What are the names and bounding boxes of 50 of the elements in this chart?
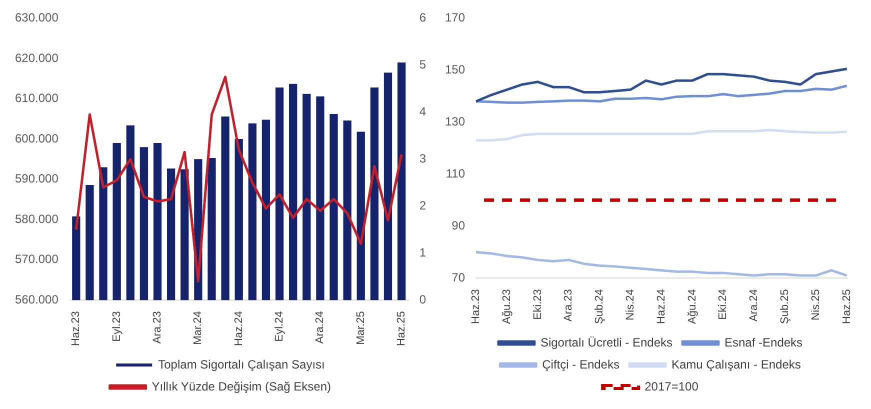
- legend-label: Çiftçi - Endeks: [542, 357, 620, 372]
- legend-label: Esnaf -Endeks: [724, 335, 803, 350]
- y-tick-label: 110: [446, 166, 466, 180]
- y-tick-label: 570.000: [14, 252, 59, 266]
- y2-tick-label: 1: [419, 245, 426, 260]
- x-tick-label: Haz.23: [70, 311, 82, 346]
- x-tick-label: Mar.25: [354, 311, 367, 345]
- x-tick-label: Haz.25: [840, 289, 853, 324]
- legend-label: Kamu Çalışanı - Endeks: [671, 357, 801, 372]
- x-tick-label: Ara.24: [748, 289, 760, 322]
- y-tick-label: 560.000: [14, 292, 59, 306]
- x-tick-label: Eyl.24: [274, 311, 286, 342]
- y-tick-label: 580.000: [14, 212, 59, 226]
- x-tick-label: Haz.24: [655, 289, 668, 324]
- x-tick-label: Mar.24: [192, 311, 204, 345]
- y-tick-label: 70: [452, 270, 466, 284]
- legend-label: Toplam Sigortalı Çalışan Sayısı: [158, 357, 325, 372]
- x-tick-label: Nis.24: [624, 289, 637, 320]
- x-tick-label: Nis.25: [810, 289, 822, 320]
- x-tick-label: Haz.23: [470, 289, 482, 324]
- y-tick-label: 610.000: [14, 91, 59, 106]
- y-tick-label: 590.000: [14, 172, 59, 186]
- x-tick-label: Eki.24: [717, 289, 730, 320]
- y2-tick-label: 0: [419, 292, 426, 306]
- x-tick-label: Eyl.23: [110, 311, 123, 342]
- y-tick-label: 130: [444, 114, 466, 128]
- y2-tick-label: 3: [419, 151, 426, 166]
- y2-tick-label: 5: [419, 58, 426, 72]
- y-tick-label: 170: [444, 10, 466, 25]
- y2-tick-label: 4: [419, 104, 426, 118]
- y2-tick-label: 2: [419, 198, 426, 212]
- y-tick-label: 620.000: [14, 50, 59, 65]
- legend-label: Sigortalı Ücretli - Endeks: [540, 335, 673, 350]
- x-tick-label: Şub.24: [594, 289, 606, 324]
- y-tick-label: 630.000: [14, 10, 59, 25]
- x-tick-label: Haz.25: [396, 311, 408, 346]
- y2-tick-label: 6: [419, 10, 426, 25]
- x-tick-label: Haz.24: [232, 311, 245, 346]
- y-tick-label: 90: [452, 218, 466, 232]
- x-tick-label: Ağu.24: [686, 289, 698, 324]
- x-tick-label: Şub.25: [779, 289, 792, 324]
- legend-label: Yıllık Yüzde Değişim (Sağ Eksen): [152, 379, 331, 394]
- x-tick-label: Ara.23: [562, 289, 575, 322]
- y-tick-label: 150: [444, 62, 466, 76]
- y-tick-label: 600.000: [14, 131, 59, 146]
- legend-label: 2017=100: [644, 379, 699, 394]
- x-tick-label: Eki.23: [532, 289, 544, 320]
- x-tick-label: Ara.23: [152, 311, 164, 344]
- x-tick-label: Ağu.23: [500, 289, 513, 324]
- x-tick-label: Ara.24: [314, 311, 326, 344]
